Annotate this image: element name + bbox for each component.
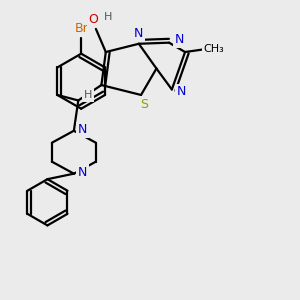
Text: N: N [174,33,184,46]
Text: N: N [78,123,87,136]
Text: Br: Br [74,22,88,35]
Text: H: H [104,12,112,22]
Text: N: N [78,166,87,179]
Text: N: N [177,85,186,98]
Text: H: H [84,90,92,100]
Text: CH₃: CH₃ [204,44,225,54]
Text: O: O [88,13,98,26]
Text: N: N [134,27,143,40]
Text: S: S [140,98,148,111]
